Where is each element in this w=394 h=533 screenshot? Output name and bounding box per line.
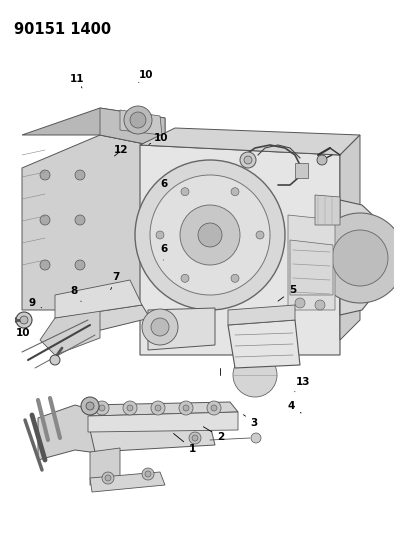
Circle shape	[192, 435, 198, 441]
Circle shape	[95, 401, 109, 415]
Circle shape	[142, 309, 178, 345]
Polygon shape	[340, 200, 382, 315]
Circle shape	[123, 401, 137, 415]
Circle shape	[256, 231, 264, 239]
Circle shape	[86, 402, 94, 410]
Polygon shape	[22, 135, 165, 310]
Text: 90151 1400: 90151 1400	[14, 22, 111, 37]
Circle shape	[315, 213, 394, 303]
Circle shape	[102, 472, 114, 484]
Circle shape	[40, 260, 50, 270]
Text: 1: 1	[173, 433, 196, 454]
Circle shape	[105, 475, 111, 481]
Circle shape	[75, 260, 85, 270]
Text: 3: 3	[243, 415, 258, 427]
Circle shape	[81, 397, 99, 415]
Circle shape	[20, 316, 28, 324]
Circle shape	[155, 405, 161, 411]
Text: 11: 11	[70, 74, 84, 88]
Text: 10: 10	[139, 70, 153, 83]
Circle shape	[150, 175, 270, 295]
Circle shape	[75, 170, 85, 180]
Circle shape	[40, 170, 50, 180]
Circle shape	[50, 355, 60, 365]
Circle shape	[99, 405, 105, 411]
Polygon shape	[340, 135, 360, 340]
Circle shape	[130, 112, 146, 128]
Polygon shape	[90, 472, 165, 492]
Text: 4: 4	[288, 401, 301, 413]
Polygon shape	[22, 108, 165, 148]
Polygon shape	[140, 145, 340, 355]
Polygon shape	[140, 128, 360, 155]
Polygon shape	[228, 320, 300, 368]
Circle shape	[16, 312, 32, 328]
Circle shape	[231, 188, 239, 196]
Polygon shape	[288, 215, 335, 310]
Text: 13: 13	[295, 377, 310, 392]
Circle shape	[240, 152, 256, 168]
Circle shape	[233, 353, 277, 397]
Text: 7: 7	[111, 272, 120, 289]
Text: 8: 8	[71, 286, 81, 302]
Text: 10: 10	[16, 328, 30, 338]
Circle shape	[198, 223, 222, 247]
Circle shape	[40, 215, 50, 225]
Text: 6: 6	[160, 245, 167, 260]
Text: 5: 5	[278, 286, 296, 301]
Polygon shape	[148, 308, 215, 350]
Circle shape	[75, 215, 85, 225]
Polygon shape	[88, 402, 238, 416]
Circle shape	[135, 160, 285, 310]
Circle shape	[181, 188, 189, 196]
Polygon shape	[228, 305, 295, 325]
Circle shape	[315, 300, 325, 310]
Polygon shape	[88, 412, 238, 432]
Polygon shape	[295, 163, 308, 178]
Text: 2: 2	[203, 427, 224, 442]
Circle shape	[207, 401, 221, 415]
Circle shape	[156, 231, 164, 239]
Circle shape	[151, 401, 165, 415]
Circle shape	[124, 106, 152, 134]
Circle shape	[295, 298, 305, 308]
Circle shape	[251, 433, 261, 443]
Polygon shape	[40, 310, 100, 355]
Polygon shape	[90, 425, 215, 452]
Text: 6: 6	[160, 179, 167, 189]
Polygon shape	[55, 280, 142, 318]
Text: 12: 12	[114, 146, 128, 156]
Text: 10: 10	[149, 133, 168, 144]
Circle shape	[180, 205, 240, 265]
Circle shape	[179, 401, 193, 415]
Circle shape	[142, 468, 154, 480]
Circle shape	[189, 432, 201, 444]
Polygon shape	[120, 110, 162, 135]
Circle shape	[231, 274, 239, 282]
Circle shape	[127, 405, 133, 411]
Circle shape	[151, 318, 169, 336]
Polygon shape	[290, 240, 333, 295]
Polygon shape	[55, 305, 150, 338]
Text: 9: 9	[29, 298, 42, 308]
Circle shape	[317, 155, 327, 165]
Polygon shape	[38, 405, 112, 460]
Polygon shape	[100, 108, 165, 148]
Circle shape	[211, 405, 217, 411]
Circle shape	[332, 230, 388, 286]
Circle shape	[244, 156, 252, 164]
Circle shape	[183, 405, 189, 411]
Circle shape	[181, 274, 189, 282]
Circle shape	[145, 471, 151, 477]
Polygon shape	[90, 448, 120, 485]
Polygon shape	[315, 195, 340, 225]
